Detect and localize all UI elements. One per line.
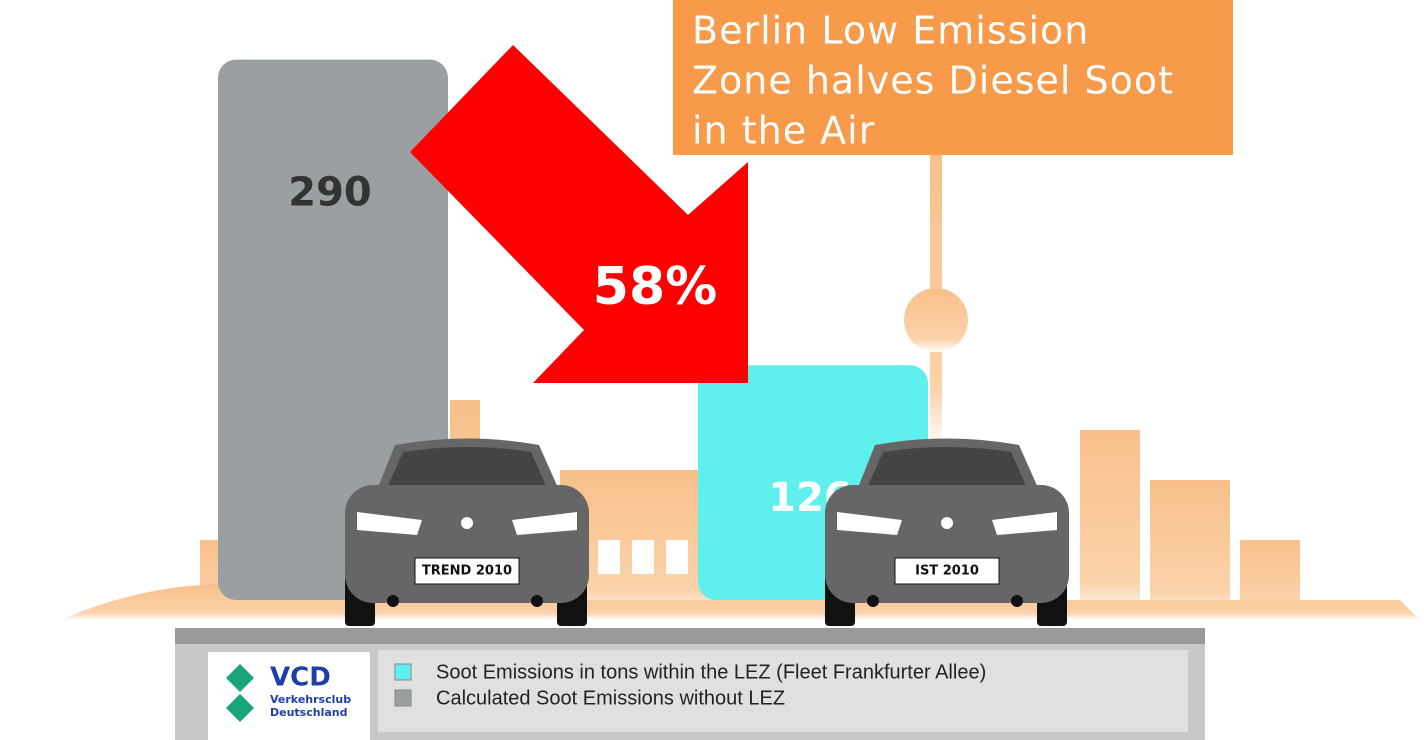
- exhaust: [867, 595, 879, 607]
- value-label: 290: [288, 170, 372, 216]
- emblem: [941, 517, 953, 529]
- exhaust: [387, 595, 399, 607]
- exhaust: [1011, 595, 1023, 607]
- category-label: IST 2010: [915, 564, 979, 579]
- title-line: Berlin Low Emission: [692, 9, 1089, 53]
- title-line: in the Air: [692, 109, 875, 153]
- legend-swatch: [395, 664, 411, 680]
- car-body: [345, 485, 589, 603]
- car-body: [825, 485, 1069, 603]
- logo-sub: Deutschland: [270, 706, 347, 719]
- annotation: 58%: [593, 257, 717, 317]
- chart: 126290 58% Berlin Low EmissionZone halve…: [0, 0, 1424, 740]
- logo-name: VCD: [270, 663, 331, 693]
- car-window: [867, 447, 1027, 488]
- category-label: TREND 2010: [422, 564, 512, 579]
- car-window: [387, 447, 547, 488]
- title-line: Zone halves Diesel Soot: [692, 59, 1174, 103]
- legend-swatch: [395, 690, 411, 706]
- emblem: [461, 517, 473, 529]
- exhaust: [531, 595, 543, 607]
- legend-label: Soot Emissions in tons within the LEZ (F…: [436, 661, 986, 683]
- road: [175, 628, 1205, 644]
- legend-label: Calculated Soot Emissions without LEZ: [436, 687, 785, 709]
- logo-sub: Verkehrsclub: [270, 693, 351, 706]
